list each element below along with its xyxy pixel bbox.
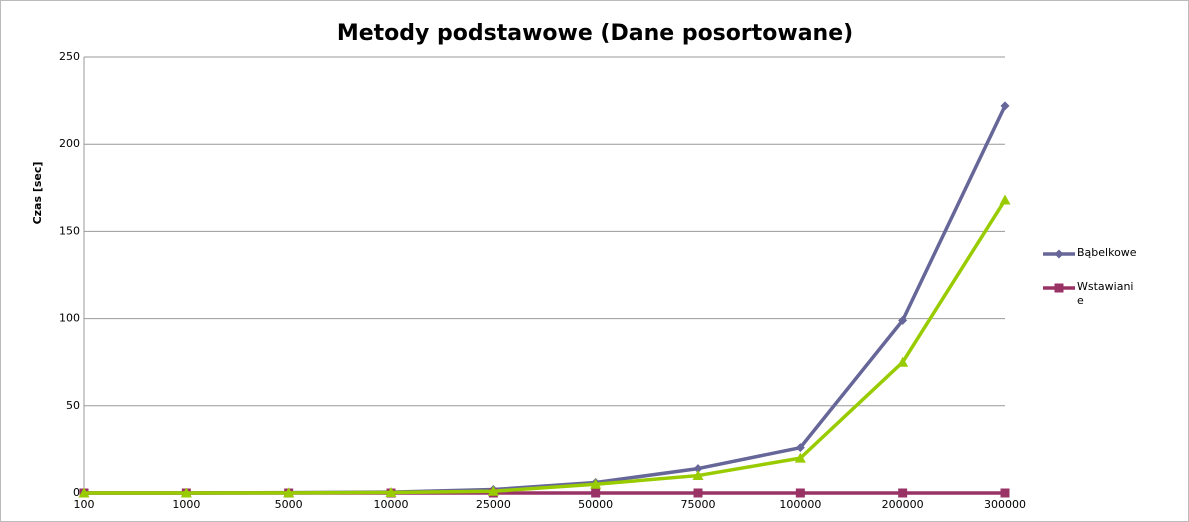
series-line [84,199,1007,495]
x-tick-label: 5000 [275,498,303,511]
x-tick-label: 100 [74,498,95,511]
marker [283,487,295,498]
y-tick-label: 100 [59,312,80,325]
y-tick-label: 150 [59,224,80,237]
marker [692,470,704,481]
marker [1000,101,1010,111]
marker [795,488,805,498]
marker [898,315,908,325]
legend-label: Bąbelkowe [1077,246,1137,259]
x-tick-label: 1000 [172,498,200,511]
marker [693,464,703,474]
x-tick-label: 75000 [681,498,716,511]
marker [180,487,192,498]
marker [590,478,602,489]
x-tick-label: 300000 [984,498,1026,511]
legend: Bąbelkowe Wstawianie [1042,246,1142,314]
legend-swatch [1043,283,1075,293]
y-tick-label: 50 [66,399,80,412]
y-tick-label: 200 [59,137,80,150]
marker [897,356,909,367]
x-tick-label: 200000 [882,498,924,511]
x-tick-label: 25000 [476,498,511,511]
marker [795,443,805,453]
legend-entry: Wstawianie [1042,280,1142,314]
marker [385,486,397,497]
legend-entry: Bąbelkowe [1042,246,1142,280]
marker [693,488,703,498]
marker [1054,283,1064,293]
marker [591,488,601,498]
marker [1054,249,1064,259]
y-axis-title: Czas [sec] [31,162,44,225]
marker [794,452,806,463]
marker [1000,488,1010,498]
marker [999,194,1011,205]
marker [78,487,90,498]
legend-label: Wstawianie [1077,280,1134,307]
x-tick-label: 100000 [779,498,821,511]
y-tick-label: 0 [73,486,80,499]
marker [487,485,499,496]
legend-swatch [1043,249,1075,259]
x-tick-label: 50000 [578,498,613,511]
marker [898,488,908,498]
x-tick-label: 10000 [374,498,409,511]
y-tick-label: 250 [59,50,80,63]
chart-title: Metody podstawowe (Dane posortowane) [337,21,853,46]
